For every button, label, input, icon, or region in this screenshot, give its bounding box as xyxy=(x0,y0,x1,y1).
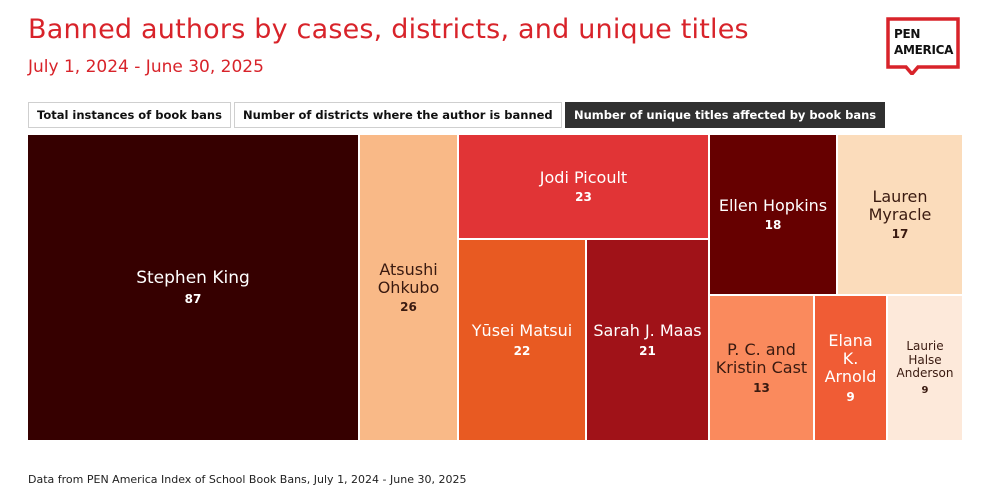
treemap-cell-label: Stephen King xyxy=(136,267,250,288)
treemap-cell[interactable]: Sarah J. Maas 21 xyxy=(587,240,710,440)
tab-districts[interactable]: Number of districts where the author is … xyxy=(234,102,562,128)
treemap-chart: Stephen King 87 Atsushi Ohkubo 26 Jodi Picou… xyxy=(28,135,962,440)
chart-subtitle: July 1, 2024 - June 30, 2025 xyxy=(28,57,264,77)
treemap-cell-value: 17 xyxy=(891,227,909,242)
treemap-cell-label: P. C. and Kristin Cast xyxy=(715,340,808,377)
treemap-cell[interactable]: Ellen Hopkins 18 xyxy=(710,135,838,296)
treemap-cell-value: 13 xyxy=(753,380,770,395)
treemap-cell[interactable]: Stephen King 87 xyxy=(28,135,360,440)
treemap-cell-value: 18 xyxy=(764,218,782,233)
pen-america-logo: PEN AMERICA xyxy=(886,17,960,75)
treemap-cell[interactable]: P. C. and Kristin Cast 13 xyxy=(710,296,815,440)
treemap-cell[interactable]: Laurie Halse Anderson 9 xyxy=(888,296,962,440)
source-note: Data from PEN America Index of School Bo… xyxy=(28,473,467,486)
treemap-cell-label: Lauren Myracle xyxy=(868,186,932,224)
treemap-cell-value: 26 xyxy=(400,300,417,315)
treemap-cell-label: Atsushi Ohkubo xyxy=(377,259,440,297)
treemap-cell[interactable]: Jodi Picoult 23 xyxy=(459,135,710,240)
treemap-cell-label: Jodi Picoult xyxy=(539,167,628,187)
tab-total-instances[interactable]: Total instances of book bans xyxy=(28,102,231,128)
treemap-cell-value: 87 xyxy=(184,292,202,307)
treemap-cell-label: Sarah J. Maas xyxy=(593,321,702,341)
logo-line-1: PEN xyxy=(894,27,921,41)
treemap-cell-label: Ellen Hopkins xyxy=(718,195,828,215)
treemap-cell-value: 23 xyxy=(575,190,592,205)
treemap-cell[interactable]: Yūsei Matsui 22 xyxy=(459,240,587,440)
treemap-cell-value: 22 xyxy=(513,343,531,358)
treemap-cell-value: 9 xyxy=(921,384,929,396)
treemap-cell-label: Elana K. Arnold xyxy=(824,331,877,386)
chart-title: Banned authors by cases, districts, and … xyxy=(28,14,749,45)
treemap-cell[interactable]: Elana K. Arnold 9 xyxy=(815,296,888,440)
treemap-cell[interactable]: Lauren Myracle 17 xyxy=(838,135,962,296)
logo-frame-icon xyxy=(886,17,960,75)
treemap-cell-value: 9 xyxy=(846,389,855,404)
treemap-cell-value: 21 xyxy=(639,343,656,358)
treemap-cell-label: Yūsei Matsui xyxy=(471,321,573,341)
treemap-cell[interactable]: Atsushi Ohkubo 26 xyxy=(360,135,459,440)
treemap-cell-label: Laurie Halse Anderson xyxy=(896,339,954,381)
logo-line-2: AMERICA xyxy=(894,43,954,57)
tab-unique-titles[interactable]: Number of unique titles affected by book… xyxy=(565,102,886,128)
